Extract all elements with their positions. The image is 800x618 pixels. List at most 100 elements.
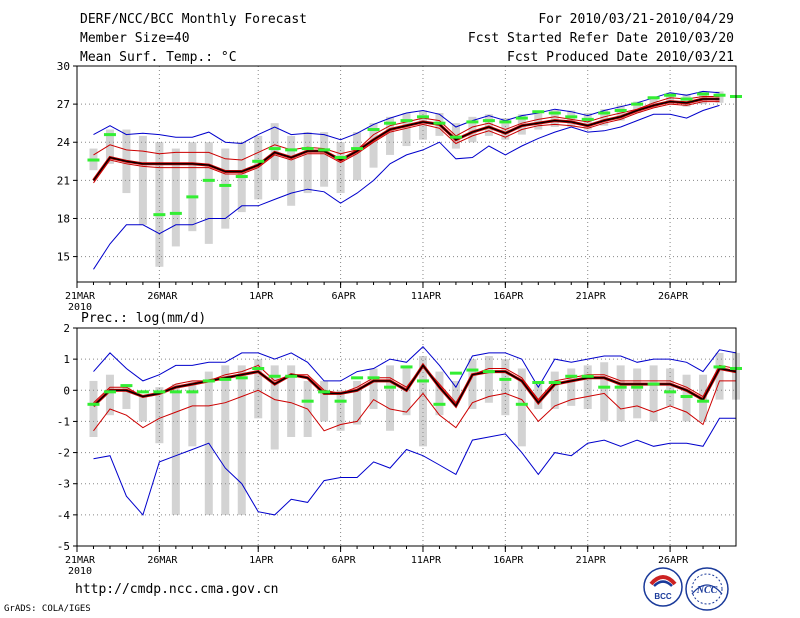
spread-bar [287, 365, 296, 437]
deterministic-marker [268, 147, 281, 151]
y-tick-label: 27 [57, 98, 70, 111]
deterministic-marker [186, 195, 199, 199]
deterministic-marker [697, 399, 710, 403]
deterministic-marker [351, 147, 364, 151]
spread-bar [633, 368, 642, 419]
deterministic-marker [598, 385, 611, 389]
deterministic-marker [367, 376, 380, 380]
deterministic-marker [202, 178, 215, 182]
spread-bar [501, 359, 510, 416]
spread-bar [649, 365, 658, 422]
spread-bar [484, 114, 493, 136]
deterministic-marker [268, 374, 281, 378]
spread-bar [386, 116, 395, 155]
deterministic-marker [433, 402, 446, 406]
x-tick-label: 21APR [576, 555, 607, 566]
spread-bar [221, 148, 230, 229]
y-tick-label: -3 [57, 478, 70, 491]
deterministic-marker [713, 365, 726, 369]
spread-bar [320, 380, 329, 422]
spread-bar [204, 142, 213, 244]
deterministic-marker [449, 135, 462, 139]
x-tick-label: 26APR [658, 291, 689, 302]
y-tick-label: 15 [57, 251, 70, 264]
deterministic-marker [169, 211, 182, 215]
deterministic-marker [565, 115, 578, 119]
spread-bar [616, 365, 625, 422]
deterministic-marker [351, 376, 364, 380]
spread-bar [303, 132, 312, 194]
deterministic-marker [87, 158, 100, 162]
series-line-max [93, 345, 737, 389]
spread-bar [682, 374, 691, 422]
deterministic-marker [367, 128, 380, 132]
spread-bar [517, 368, 526, 447]
spread-bar [287, 135, 296, 206]
forecast-period: For 2010/03/21-2010/04/29 [538, 12, 734, 27]
deterministic-marker [614, 385, 627, 389]
variable-label: Mean Surf. Temp.: °C [80, 50, 237, 65]
y-tick-label: 2 [63, 322, 70, 335]
spread-bar [105, 129, 114, 164]
x-tick-label: 21APR [576, 291, 607, 302]
deterministic-marker [103, 390, 116, 394]
deterministic-marker [285, 148, 298, 152]
x-tick-label: 26MAR [147, 291, 178, 302]
deterministic-marker [235, 376, 248, 380]
spread-bar [155, 387, 164, 444]
spread-bar [237, 365, 246, 515]
member-size: Member Size=40 [80, 31, 190, 46]
spread-bar [715, 91, 724, 103]
spread-bar [534, 110, 543, 130]
spread-bar [402, 113, 411, 147]
deterministic-marker [466, 368, 479, 372]
deterministic-marker [285, 374, 298, 378]
x-tick-label: 16APR [493, 291, 524, 302]
spread-bar [567, 368, 576, 406]
deterministic-marker [301, 147, 314, 151]
deterministic-marker [87, 402, 100, 406]
series-line-ensemble-mean [92, 98, 720, 181]
x-tick-label: 11APR [411, 555, 442, 566]
spread-bar [715, 352, 724, 400]
deterministic-marker [252, 159, 265, 163]
fcst-produced-date: Fcst Produced Date 2010/03/21 [507, 50, 734, 65]
spread-bar [633, 101, 642, 114]
deterministic-marker [631, 102, 644, 106]
y-tick-label: -4 [57, 509, 71, 522]
x-tick-label: 21MAR [65, 555, 96, 566]
deterministic-marker [515, 116, 528, 120]
deterministic-marker [449, 371, 462, 375]
y-tick-label: -2 [57, 447, 70, 460]
deterministic-marker [136, 390, 149, 394]
spread-bar [435, 371, 444, 416]
y-tick-label: -5 [57, 540, 70, 553]
spread-bar [336, 142, 345, 194]
series-line-control [93, 380, 736, 432]
deterministic-marker [499, 377, 512, 381]
x-tick-label: 26MAR [147, 555, 178, 566]
deterministic-marker [153, 390, 166, 394]
spread-bar [501, 118, 510, 140]
spread-bar [155, 142, 164, 267]
deterministic-marker [565, 374, 578, 378]
spread-bar [369, 368, 378, 409]
spread-bar [468, 116, 477, 143]
panel-precipitation: -5 -4 -3 -2 -1 0 1 2 21MAR 26MAR 1APR 6APR 11APR 16AP… [57, 311, 742, 577]
spread-bar [666, 368, 675, 406]
y-tick-label: 21 [57, 174, 70, 187]
series-line-min [93, 104, 720, 270]
x-tick-label: 6APR [332, 555, 357, 566]
deterministic-marker [416, 115, 429, 119]
spread-bar [188, 380, 197, 447]
spread-bar [534, 384, 543, 409]
deterministic-marker [515, 402, 528, 406]
spread-bar [353, 380, 362, 425]
deterministic-marker [384, 385, 397, 389]
website-url[interactable]: http://cmdp.ncc.cma.gov.cn [75, 582, 279, 597]
y-tick-label: 1 [63, 353, 70, 366]
deterministic-marker [252, 366, 265, 370]
spread-bar [122, 384, 131, 409]
spread-bar [583, 113, 592, 130]
x-tick-label: 11APR [411, 291, 442, 302]
